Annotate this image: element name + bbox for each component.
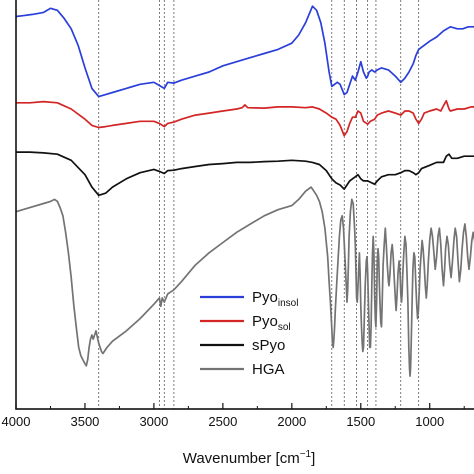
reference-lines bbox=[98, 0, 420, 409]
legend-label-pyo-insol: Pyoinsol bbox=[252, 289, 298, 309]
x-axis-title-close: ] bbox=[311, 450, 315, 467]
x-axis: 4000 3500 3000 2500 2000 1500 1000 bbox=[2, 403, 465, 429]
series-line-pyo-insol bbox=[15, 5, 474, 98]
x-tick-label-3500: 3500 bbox=[70, 414, 99, 429]
series-line-pyo-sol bbox=[16, 99, 474, 137]
legend-label-pyo-sol: Pyosol bbox=[252, 313, 291, 333]
x-tick-label-1500: 1500 bbox=[346, 414, 375, 429]
x-tick-label-3000: 3000 bbox=[139, 414, 168, 429]
x-tick-label-2000: 2000 bbox=[277, 414, 306, 429]
x-axis-title-main: Wavenumber [cm bbox=[183, 450, 300, 467]
x-tick-label-4000: 4000 bbox=[2, 414, 31, 429]
series-line-spyo bbox=[16, 151, 474, 197]
legend: Pyoinsol Pyosol sPyo HGA bbox=[200, 289, 298, 378]
series-line-hga bbox=[15, 186, 474, 377]
x-axis-title: Wavenumber [cm−1] bbox=[183, 449, 316, 467]
legend-label-spyo: sPyo bbox=[252, 337, 285, 354]
series-lines bbox=[15, 5, 474, 377]
x-axis-title-sup: −1 bbox=[300, 449, 312, 460]
x-tick-label-1000: 1000 bbox=[415, 414, 444, 429]
plot-frame bbox=[15, 0, 474, 410]
x-tick-label-2500: 2500 bbox=[208, 414, 237, 429]
legend-label-hga: HGA bbox=[252, 361, 285, 378]
